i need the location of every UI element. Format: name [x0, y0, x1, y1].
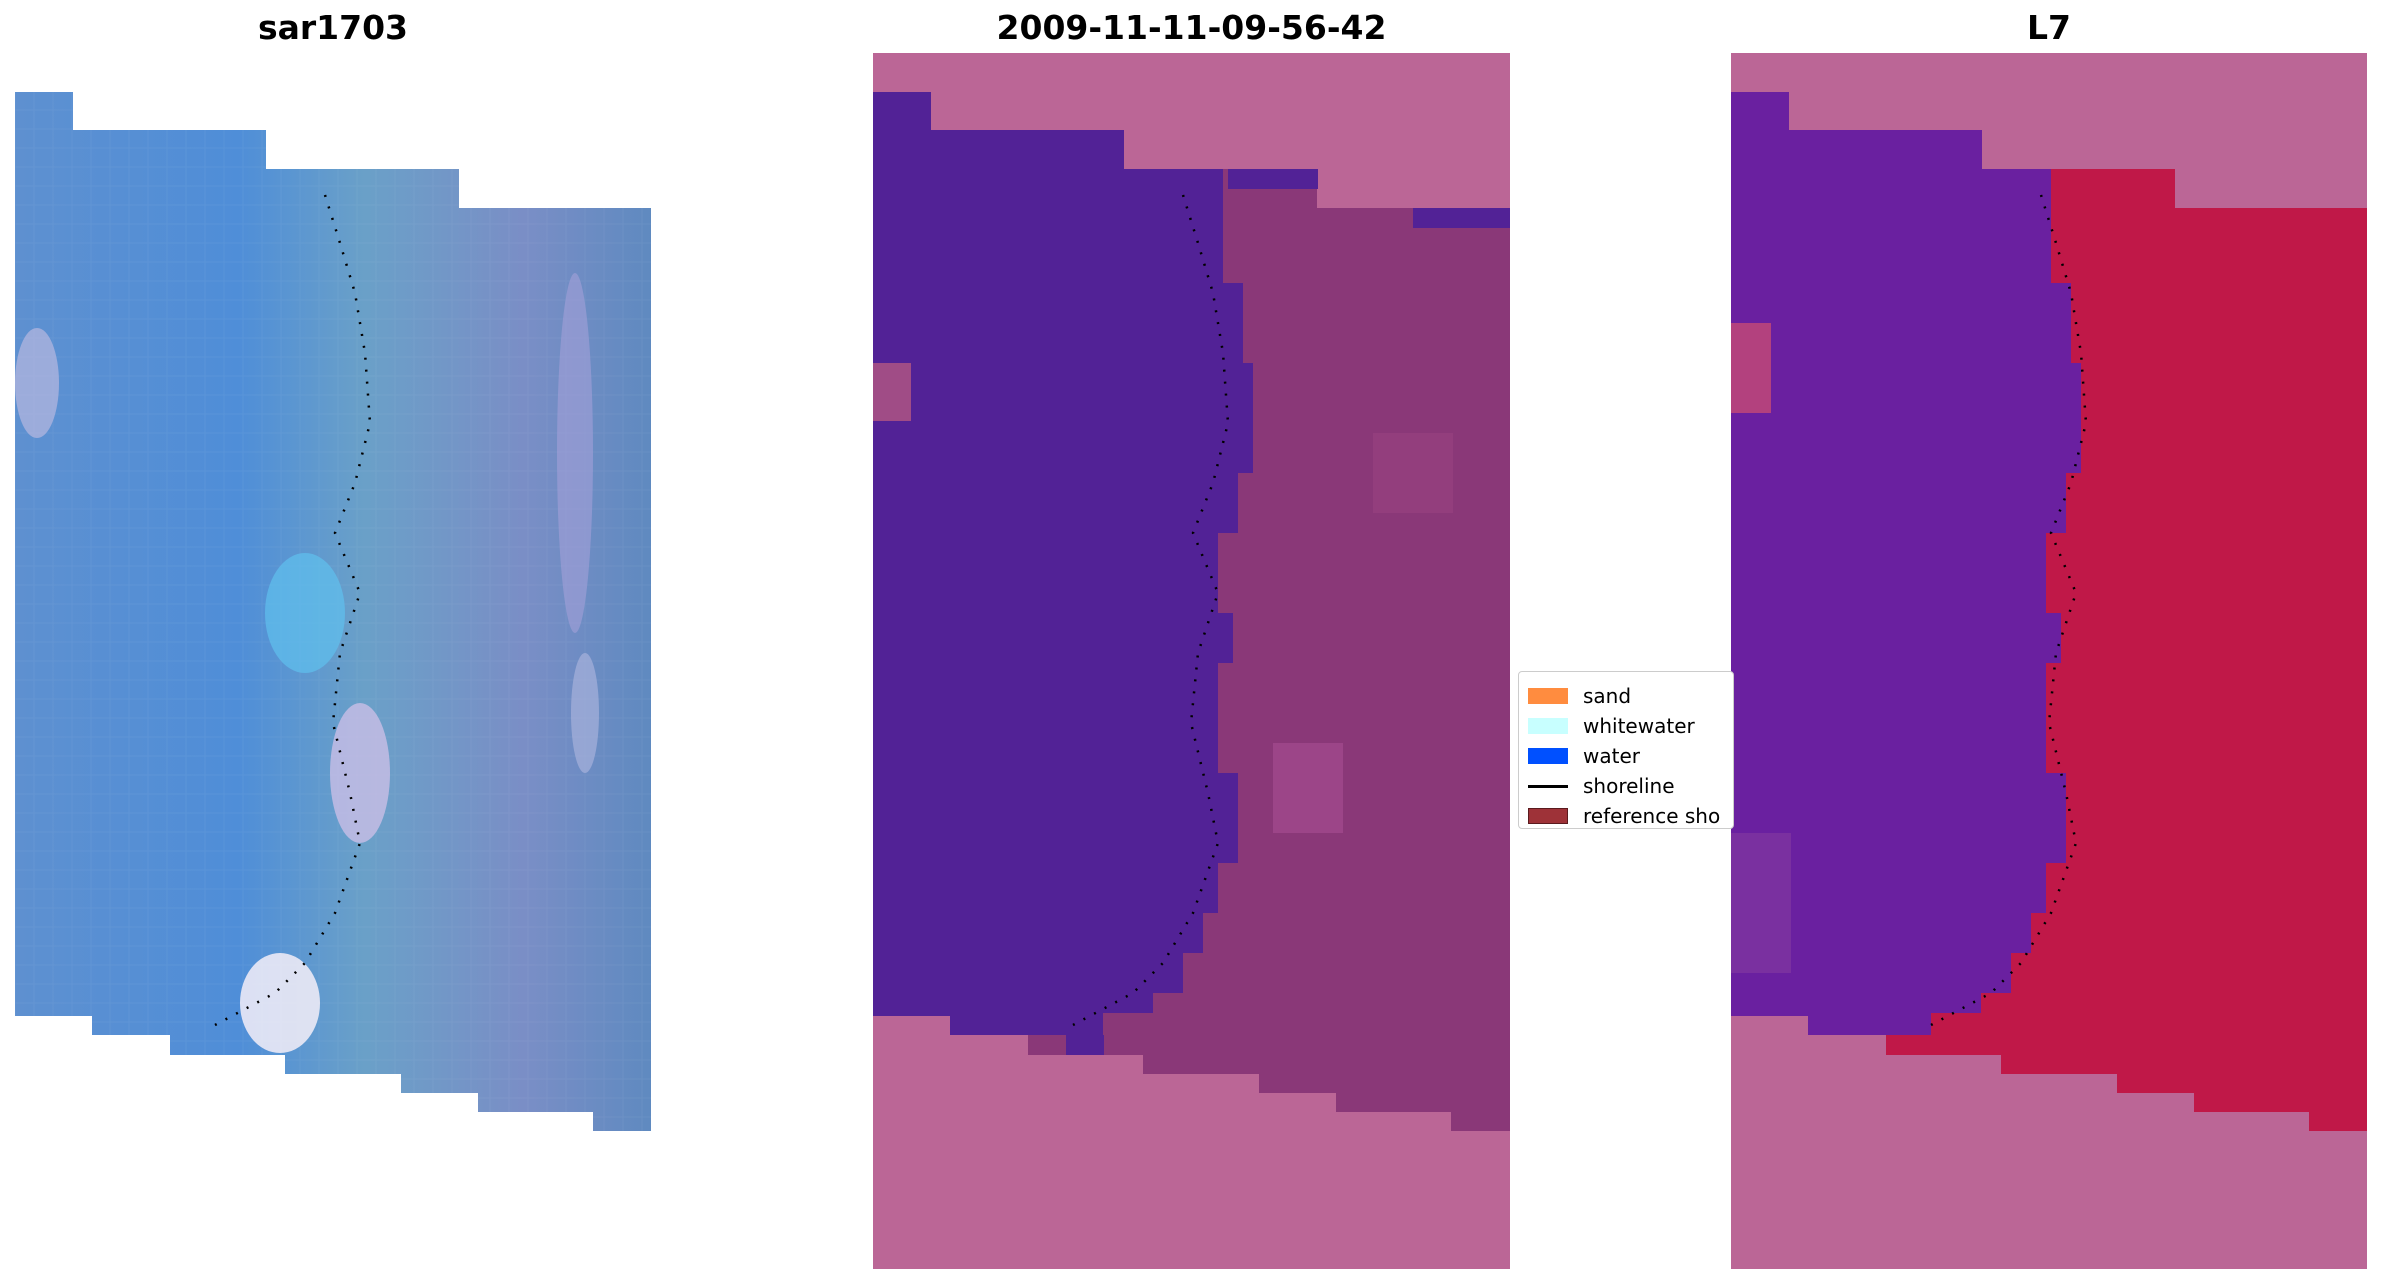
- legend-label: sand: [1583, 684, 1632, 708]
- legend-label: water: [1583, 744, 1640, 768]
- legend-item-shoreline: shoreline: [1528, 774, 1675, 798]
- shoreline-line: [1930, 194, 2088, 1027]
- classified-image-panel[interactable]: [873, 53, 1510, 1269]
- legend: sand whitewater water shoreline referenc…: [1518, 671, 1734, 829]
- panel-title-rgb: sar1703: [257, 8, 409, 47]
- shoreline-line: [1072, 194, 1230, 1027]
- legend-item-sand: sand: [1528, 684, 1631, 708]
- whitewater-swatch-icon: [1528, 718, 1568, 734]
- legend-item-reference-shoreline: reference sho: [1528, 804, 1720, 828]
- panel-title-classified: 2009-11-11-09-56-42: [996, 8, 1387, 47]
- mndwi-image-icon: [1731, 53, 2367, 1269]
- water-swatch-icon: [1528, 748, 1568, 764]
- index-image-panel[interactable]: [1731, 53, 2367, 1269]
- rgb-image-panel[interactable]: [15, 53, 651, 1131]
- shoreline-line-icon: [1528, 784, 1568, 788]
- shoreline-line: [214, 194, 372, 1027]
- satellite-rgb-image-icon: [15, 92, 651, 1131]
- reference-shoreline-swatch-icon: [1528, 808, 1568, 824]
- legend-item-whitewater: whitewater: [1528, 714, 1695, 738]
- legend-label: reference sho: [1583, 804, 1721, 828]
- classified-image-icon: [873, 53, 1510, 1269]
- sand-swatch-icon: [1528, 688, 1568, 704]
- legend-label: whitewater: [1583, 714, 1695, 738]
- panel-title-index: L7: [2027, 8, 2071, 47]
- legend-label: shoreline: [1583, 774, 1675, 798]
- legend-item-water: water: [1528, 744, 1640, 768]
